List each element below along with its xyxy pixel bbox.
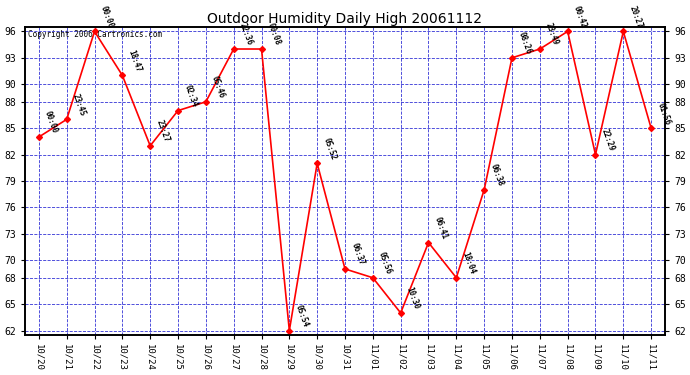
Text: 05:52: 05:52 — [322, 136, 337, 161]
Text: 23:45: 23:45 — [71, 92, 87, 117]
Text: 06:37: 06:37 — [349, 242, 366, 267]
Text: 23:49: 23:49 — [544, 22, 560, 47]
Text: 05:54: 05:54 — [293, 303, 310, 328]
Text: 01:56: 01:56 — [656, 101, 671, 126]
Text: 06:41: 06:41 — [433, 216, 449, 240]
Text: 00:00: 00:00 — [99, 4, 115, 29]
Text: Copyright 2006 Cartronics.com: Copyright 2006 Cartronics.com — [28, 30, 162, 39]
Text: 05:46: 05:46 — [210, 75, 226, 100]
Text: 06:38: 06:38 — [489, 163, 504, 188]
Text: 18:04: 18:04 — [460, 251, 477, 276]
Text: 22:36: 22:36 — [238, 22, 254, 47]
Text: 02:34: 02:34 — [182, 84, 199, 108]
Text: 23:27: 23:27 — [155, 119, 170, 144]
Text: 22:29: 22:29 — [600, 128, 616, 152]
Text: 18:47: 18:47 — [126, 48, 143, 73]
Text: 00:00: 00:00 — [43, 110, 59, 135]
Text: 08:26: 08:26 — [516, 31, 533, 56]
Text: 00:42: 00:42 — [572, 4, 588, 29]
Title: Outdoor Humidity Daily High 20061112: Outdoor Humidity Daily High 20061112 — [208, 12, 482, 26]
Text: 00:08: 00:08 — [266, 22, 282, 47]
Text: 20:27: 20:27 — [627, 4, 644, 29]
Text: 10:30: 10:30 — [405, 286, 421, 311]
Text: 05:56: 05:56 — [377, 251, 393, 276]
